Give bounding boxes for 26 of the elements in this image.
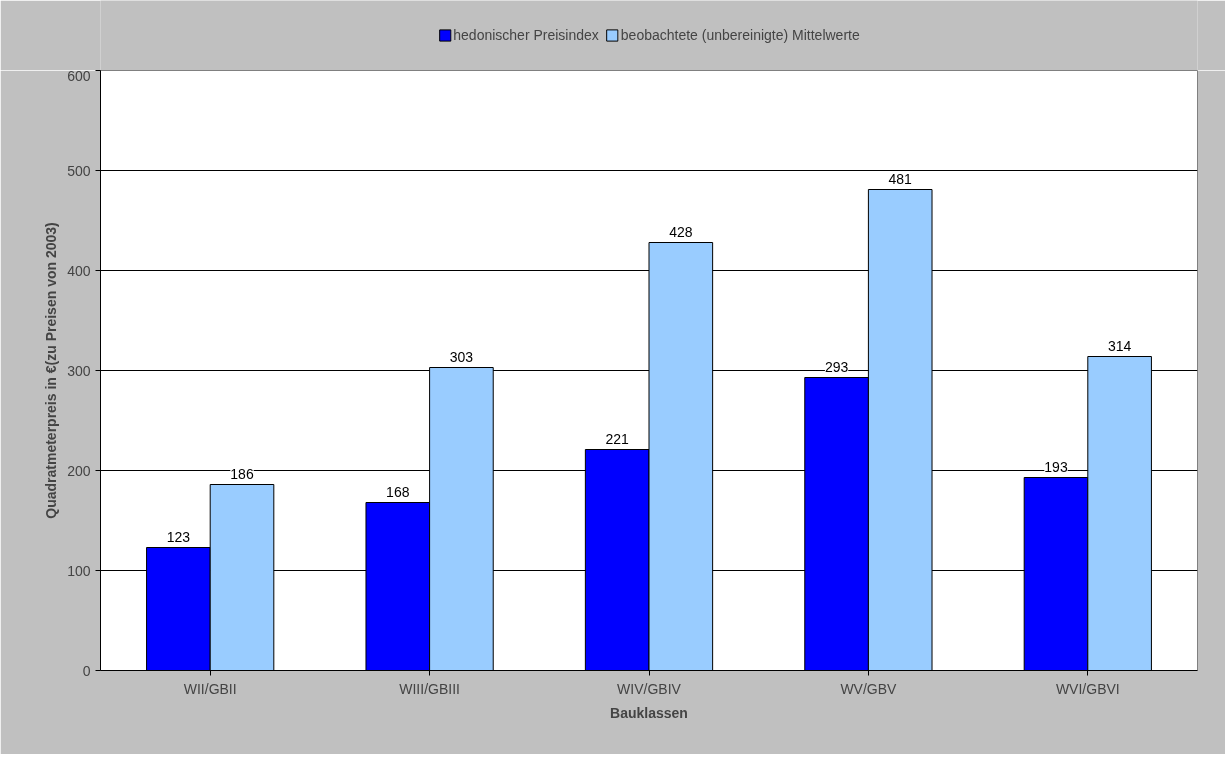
data-label: 303 <box>449 348 474 365</box>
data-label: 428 <box>669 223 693 240</box>
data-label: 193 <box>1044 458 1068 475</box>
x-tick-label: WV/GBV <box>840 680 898 697</box>
y-axis-title: Quadratmeterpreis in €(zu Preisen von 2003) <box>43 222 60 519</box>
data-label: 123 <box>166 528 191 545</box>
data-label: 221 <box>605 430 630 447</box>
y-tick-label: 300 <box>67 362 91 379</box>
x-tick-label: WIII/GBIII <box>399 680 460 697</box>
x-tick-label: WIV/GBIV <box>617 680 682 697</box>
x-axis-title: Bauklassen <box>610 704 688 721</box>
y-tick-label: 500 <box>67 162 91 179</box>
y-tick-label: 0 <box>82 662 91 679</box>
y-tick-label: 200 <box>67 462 91 479</box>
x-tick-label: WII/GBII <box>183 680 237 697</box>
data-label: 314 <box>1107 337 1132 354</box>
y-tick-label: 400 <box>67 262 91 279</box>
legend-label: hedonischer Preisindex <box>453 27 599 43</box>
data-label: 293 <box>824 358 849 375</box>
x-tick-label: WVI/GBVI <box>1055 680 1120 697</box>
data-label: 481 <box>888 170 913 187</box>
data-label: 186 <box>230 465 254 482</box>
data-label: 168 <box>386 483 410 500</box>
y-tick-label: 100 <box>67 562 91 579</box>
y-tick-label: 600 <box>67 67 91 84</box>
legend-label: beobachtete (unbereinigte) Mittelwerte <box>620 27 860 43</box>
